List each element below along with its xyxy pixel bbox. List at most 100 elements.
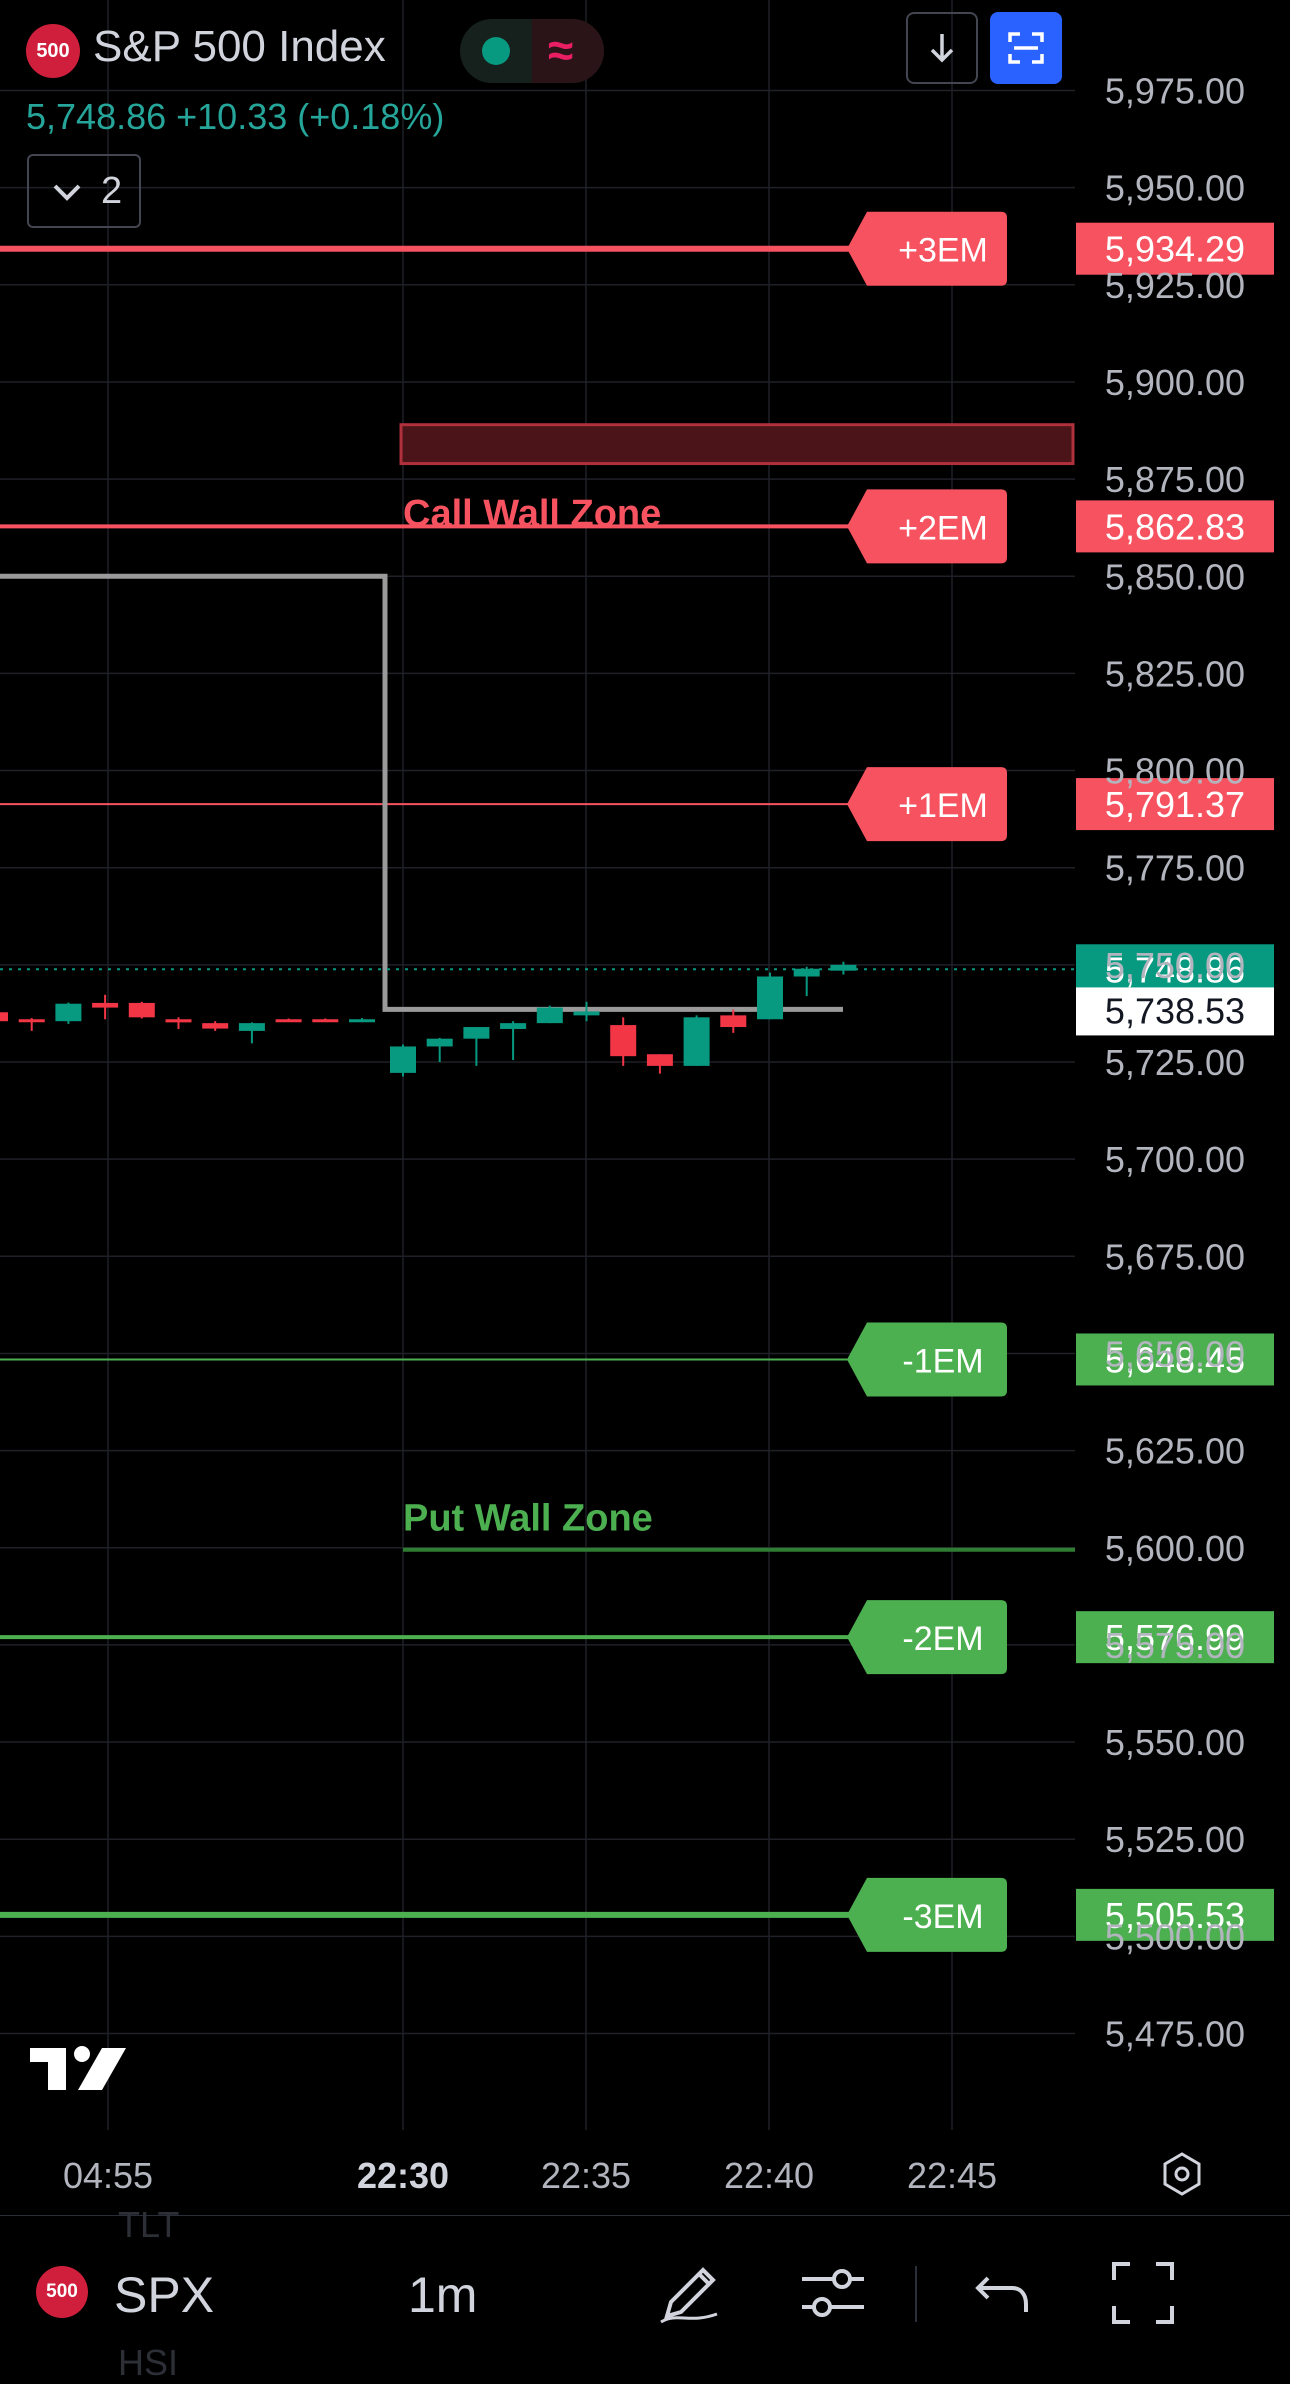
call-wall-zone-label: Call Wall Zone — [403, 493, 661, 535]
candle-body — [55, 1003, 82, 1022]
candle-body — [683, 1017, 710, 1066]
candle-body — [390, 1046, 416, 1073]
candle-body — [238, 1023, 265, 1031]
spx-logo-bottom: 500 — [36, 2266, 88, 2318]
price-axis-level-badge — [1076, 222, 1274, 275]
previous-close-badge — [1076, 987, 1274, 1036]
download-button[interactable] — [906, 12, 978, 84]
em-level-tag — [847, 1600, 1007, 1675]
price-tick-label: 5,875.00 — [1105, 459, 1245, 500]
settings-sliders-icon[interactable] — [798, 2261, 868, 2325]
price-tick-label: 5,575.00 — [1105, 1625, 1245, 1666]
em-level-tag-label: +2EM — [898, 509, 988, 547]
price-tick-label: 5,525.00 — [1105, 1819, 1245, 1860]
price-tick-label: 5,475.00 — [1105, 2014, 1245, 2055]
price-tick-label: 5,550.00 — [1105, 1722, 1245, 1763]
candle-body — [165, 1019, 192, 1023]
price-axis-level-badge — [1076, 500, 1274, 553]
price-tick-label: 5,950.00 — [1105, 168, 1245, 209]
em-level-tag-label: -1EM — [902, 1342, 983, 1380]
wall-zones: Call Wall Zone Put Wall Zone — [399, 423, 1075, 1552]
em-level-tag-label: -2EM — [902, 1620, 983, 1658]
price-axis-level-value: 5,576.99 — [1105, 1617, 1245, 1658]
time-tick-label: 22:35 — [541, 2155, 631, 2196]
time-tick-label: 22:45 — [907, 2155, 997, 2196]
price-tick-label: 5,975.00 — [1105, 71, 1245, 112]
price-axis-level-badge — [1076, 1888, 1274, 1941]
price-axis-level-value: 5,934.29 — [1105, 229, 1245, 270]
em-level-tag — [847, 489, 1007, 564]
em-level-tag — [847, 211, 1007, 286]
candle-body — [128, 1002, 155, 1018]
last-price-value: 5,748.86 — [1105, 949, 1245, 990]
price-axis-level-badge — [1076, 1333, 1274, 1386]
time-axis[interactable]: 04:55 22:30 22:35 22:40 22:45 — [63, 2155, 997, 2196]
candles — [0, 961, 857, 1077]
candle-body — [830, 964, 857, 971]
indicators-collapse-button[interactable]: 2 — [27, 154, 141, 228]
interval-button[interactable]: 1m — [408, 2267, 478, 2323]
toolbar-divider — [915, 2266, 917, 2322]
price-axis-level-value: 5,791.37 — [1105, 784, 1245, 825]
undo-icon[interactable] — [972, 2266, 1032, 2322]
bottom-toolbar: TLT 500 SPX 1m HSI — [0, 2204, 1290, 2383]
candle-body — [720, 1015, 747, 1028]
candle-body — [349, 1019, 375, 1023]
price-tick-label: 5,650.00 — [1105, 1333, 1245, 1374]
time-tick-label: 04:55 — [63, 2155, 153, 2196]
ghost-symbol-top: TLT — [118, 2204, 180, 2245]
candle-body — [536, 1007, 563, 1024]
em-level-tag-label: +3EM — [898, 232, 988, 270]
range-box — [0, 573, 1075, 1012]
call-wall-zone-box — [399, 423, 1075, 466]
price-tick-label: 5,825.00 — [1105, 653, 1245, 694]
chart-header: 500 S&P 500 Index ≈ 5,748.86 +10.33 (+0.… — [0, 0, 1075, 240]
em-levels — [0, 245, 855, 1918]
candle-body — [18, 1019, 45, 1023]
candle-body — [793, 968, 820, 977]
em-level-tag-label: +1EM — [898, 787, 988, 825]
em-level-tag-label: -3EM — [902, 1898, 983, 1936]
price-tick-label: 5,600.00 — [1105, 1528, 1245, 1569]
candle-body — [275, 1019, 302, 1023]
price-axis-level-badge — [1076, 1611, 1274, 1664]
candle-body — [646, 1054, 673, 1066]
price-tick-label: 5,625.00 — [1105, 1431, 1245, 1472]
last-price-badge — [1076, 944, 1274, 995]
fullscreen-button[interactable] — [990, 12, 1062, 84]
price-axis[interactable]: 5,975.00 5,950.00 5,925.00 5,900.00 5,875.00… — [1105, 71, 1245, 2055]
pen-icon[interactable] — [655, 2258, 725, 2328]
candle-body — [757, 976, 783, 1020]
put-wall-zone-label: Put Wall Zone — [403, 1498, 653, 1540]
price-change-line: 5,748.86 +10.33 (+0.18%) — [26, 96, 445, 137]
market-status-pill[interactable]: ≈ — [460, 19, 604, 83]
symbol-title[interactable]: S&P 500 Index — [93, 22, 386, 71]
hexagon-settings-icon[interactable] — [1163, 2152, 1201, 2196]
tradingview-logo — [30, 2046, 126, 2090]
price-axis-level-badge — [1076, 778, 1274, 831]
price-tick-label: 5,500.00 — [1105, 1916, 1245, 1957]
price-tick-label: 5,925.00 — [1105, 265, 1245, 306]
ghost-symbol-bottom: HSI — [118, 2342, 179, 2383]
chart-grid — [0, 0, 1075, 2130]
spx-logo: 500 — [26, 24, 80, 78]
price-tick-label: 5,900.00 — [1105, 362, 1245, 403]
price-chart[interactable]: Call Wall Zone Put Wall Zone +3EM 5,934.29… — [0, 0, 1290, 2215]
fullscreen-frame-icon[interactable] — [1110, 2260, 1176, 2326]
em-level-tag — [847, 767, 1007, 842]
candle-body — [92, 1002, 119, 1008]
time-tick-label: 22:40 — [724, 2155, 814, 2196]
price-tick-label: 5,750.00 — [1105, 945, 1245, 986]
price-tick-label: 5,675.00 — [1105, 1236, 1245, 1277]
price-axis-level-value: 5,862.83 — [1105, 506, 1245, 547]
candle-body — [0, 1012, 8, 1022]
range-box-outline — [0, 573, 843, 1012]
symbol-button[interactable]: SPX — [114, 2267, 215, 2323]
level-tags: +3EM 5,934.29 +2EM 5,862.83 +1EM 5,791.37 -1EM… — [847, 211, 1274, 1952]
time-tick-label: 22:30 — [357, 2155, 449, 2196]
price-tick-label: 5,850.00 — [1105, 556, 1245, 597]
candle-body — [610, 1025, 637, 1057]
price-tick-label: 5,800.00 — [1105, 751, 1245, 792]
candle-body — [202, 1023, 229, 1029]
wave-icon: ≈ — [548, 24, 574, 76]
